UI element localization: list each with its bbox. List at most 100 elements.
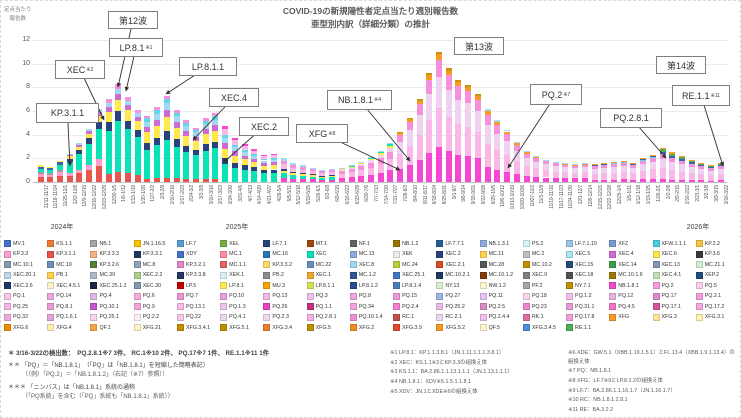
legend-swatch [695,303,703,310]
x-axis-label: 12/30-1/5 [111,185,118,205]
legend-item: PS.2 [522,239,565,248]
bar-segment [66,156,73,159]
legend-label: QF.5 [488,324,500,331]
annotation-arrow [700,95,724,167]
bar-segment [698,165,705,167]
bar-segment [659,149,666,152]
x-axis-label: 2/2-2/8 [665,185,672,200]
bar-segment [659,153,666,159]
bar-segment [406,119,413,122]
bar-segment [377,153,384,155]
bar-segment [358,163,365,165]
bar-segment [436,51,443,55]
bar-segment [640,159,647,162]
bar-segment [299,174,306,177]
bar-segment [601,163,608,165]
legend-item: PQ.1.3 [220,302,262,311]
legend-item: PQ.8.1 [47,302,89,311]
legend-item: PQ.27 [436,292,478,301]
legend-label: XEC.30 [142,282,161,289]
bar-segment [241,159,248,166]
legend-label: XEC.2.2 [142,272,163,278]
bar-segment [659,151,666,154]
bar-segment [484,108,491,111]
bar-segment [406,118,413,120]
bar-segment [377,154,384,158]
bar-segment [416,99,423,101]
bar-segment [270,155,277,158]
legend-label: PQ.13 [272,293,288,299]
legend-label: LP.5 [185,282,197,289]
legend-swatch [479,313,487,321]
bar-segment [513,141,520,143]
bar-segment [455,80,462,83]
bar-segment [37,172,44,175]
x-axis-label: 5/12-5/18 [296,185,303,205]
legend-item: XEC.4.1 [652,271,695,280]
x-axis-label: 6/9-6/15 [335,185,342,202]
bar-segment [37,165,44,167]
legend-label: PQ.17.2 [704,303,725,310]
bar-segment [290,163,297,165]
bar-segment [416,134,423,160]
legend-label: MC.10.1.6 [618,272,643,278]
x-axis-label: 11/10-11/16 [548,185,555,209]
bar-segment [542,159,549,161]
legend-swatch [479,292,487,300]
legend-swatch [263,313,271,321]
bar-segment [708,170,715,176]
bar-segment [367,167,374,175]
legend-label: PQ.31.1 [575,303,595,310]
legend-item: MC.13 [349,250,392,259]
bar-segment [572,165,579,169]
bar-segment [474,99,481,112]
legend-label: XDY [185,251,197,257]
legend-item: XEC.6 [652,250,695,259]
legend-label: NY.13 [445,282,460,289]
legend-swatch [220,292,228,300]
y-tick-label: 2 [26,154,30,162]
bar-segment [562,167,569,173]
bar-segment [397,153,404,169]
legend-item: XEC.8 [349,260,392,269]
bar-segment [222,138,229,144]
x-axis-label: 11/3-11/9 [539,185,546,204]
bar-segment [591,165,598,167]
legend-swatch [566,271,574,279]
bar-segment [562,163,569,164]
legend-swatch [349,324,357,331]
bar-segment [329,168,336,171]
bar-segment [698,174,705,181]
annotation-callout: PQ.2.8.1 [600,108,662,128]
legend-swatch [479,271,487,279]
bar-segment [261,165,268,171]
legend-item: NW.1.2 [479,281,522,290]
gridline [33,63,727,65]
footnote-line: ※7 PQ：NB.1.8.1 [568,368,612,375]
legend-swatch [436,240,444,247]
bar-segment [659,168,666,180]
legend-swatch [695,282,703,289]
legend-label: KP.3.2.6 [99,261,120,268]
legend-swatch [349,313,357,321]
bar-segment [591,168,598,174]
legend-label: MC.1 [229,251,242,257]
legend-label: NB.1.3.1 [488,240,510,247]
chart-title-line2: 亜型別内訳（詳細分類）の推計 [310,19,430,30]
bar-segment [649,156,656,159]
x-axis-label: 3/9-3/15 [714,185,721,202]
x-axis-label: 12/1-12/7 [578,185,585,205]
legend-label: PB.1 [56,272,68,278]
legend-label: KS.1.1 [56,240,73,247]
legend-item: XEC [306,250,349,259]
legend-label: PB.2 [272,272,284,278]
legend-swatch [349,292,357,300]
bar-segment [397,141,404,154]
legend-item: PQ.15 [393,292,435,301]
legend-swatch [609,292,617,300]
bar-segment [95,129,102,159]
bar-segment [105,99,112,104]
bar-segment [47,167,54,170]
legend-item: RC.2.1 [436,313,478,322]
legend-label: MC.21.1 [704,261,725,268]
